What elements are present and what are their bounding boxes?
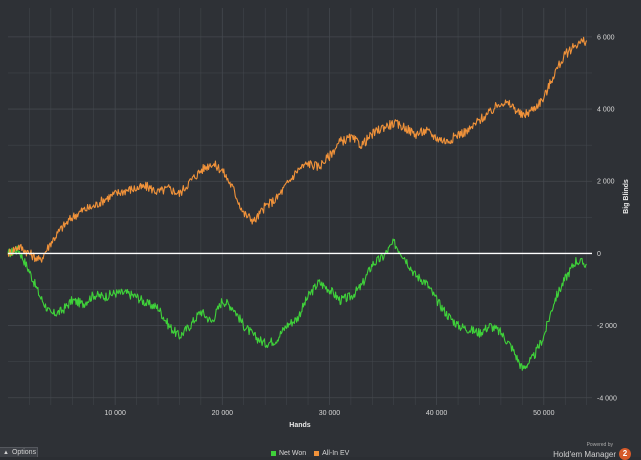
legend-swatch-all-in-ev (314, 450, 320, 456)
x-axis-title: Hands (289, 422, 311, 429)
caret-up-icon: ▲ (3, 450, 9, 456)
options-button[interactable]: ▲ Options (0, 447, 38, 457)
y-tick-label: 0 (597, 251, 601, 258)
plot-area (8, 8, 592, 405)
y-tick-label: -4 000 (597, 395, 617, 402)
options-label: Options (11, 449, 37, 456)
x-tick-label: 50 000 (533, 410, 555, 417)
winnings-chart: 10 000 20 000 30 000 40 000 50 000 6 000 4 000… (7, 8, 630, 429)
legend-label-net-won: Net Won (279, 449, 307, 457)
x-tick-label: 40 000 (426, 410, 448, 417)
holdem-manager-logo: 2 (619, 448, 631, 460)
brand-name: Hold'em Manager (553, 449, 616, 459)
x-tick-label: 20 000 (212, 410, 234, 417)
y-tick-label: -2 000 (597, 323, 617, 330)
legend-item-net-won[interactable]: Net Won (271, 450, 306, 457)
y-tick-label: 2 000 (597, 179, 615, 186)
y-axis-title: Big Blinds (623, 179, 630, 214)
series-line-net-won (7, 238, 587, 371)
y-tick-label: 4 000 (597, 107, 615, 114)
brand-block: Powered by Hold'em Manager 2 (553, 442, 631, 460)
powered-by-text: Powered by (586, 442, 613, 448)
y-tick-label: 6 000 (597, 34, 615, 41)
legend-swatch-net-won (271, 450, 276, 456)
legend-item-all-in-ev[interactable]: All-In EV (314, 450, 349, 457)
chart-legend: Net Won All-In EV (271, 449, 349, 457)
legend-label-all-in-ev: All-In EV (322, 449, 350, 457)
x-tick-label: 10 000 (104, 410, 126, 417)
x-tick-label: 30 000 (319, 410, 341, 417)
series-line-all-in-ev (7, 36, 588, 263)
